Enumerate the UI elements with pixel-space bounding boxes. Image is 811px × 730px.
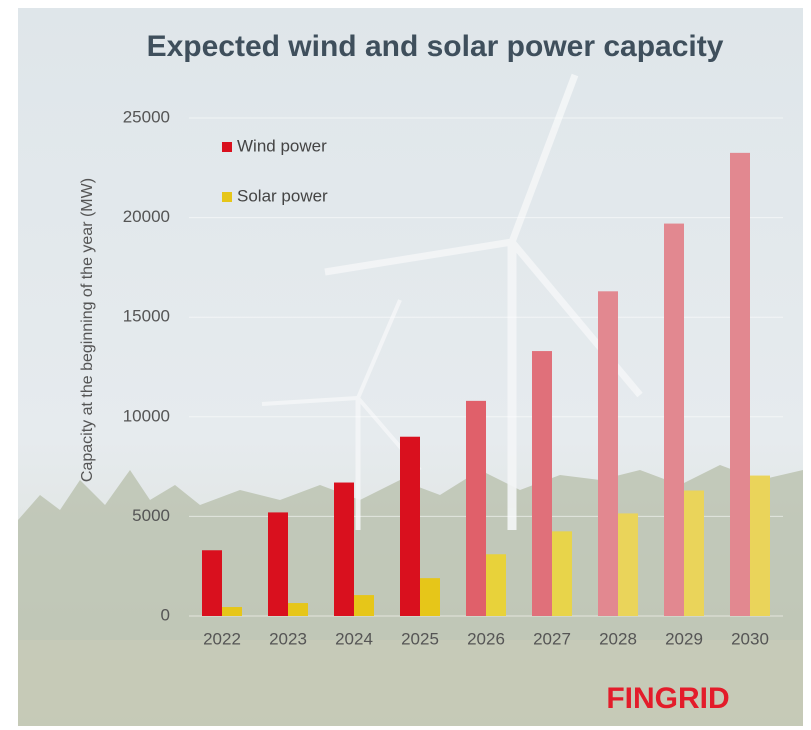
x-tick-label: 2027 [533, 629, 571, 648]
y-tick-label: 5000 [132, 506, 170, 525]
y-axis-title: Capacity at the beginning of the year (M… [79, 178, 96, 482]
bar [618, 513, 638, 616]
x-tick-label: 2024 [335, 629, 373, 648]
x-tick-label: 2023 [269, 629, 307, 648]
bar [354, 595, 374, 616]
bar [420, 578, 440, 616]
x-tick-label: 2022 [203, 629, 241, 648]
brand-logo: FINGRID [606, 682, 729, 715]
legend-label: Wind power [237, 136, 327, 155]
legend-label: Solar power [237, 186, 328, 205]
bar [532, 351, 552, 616]
bar [750, 475, 770, 616]
x-tick-label: 2030 [731, 629, 769, 648]
y-tick-label: 10000 [123, 406, 170, 425]
bar [202, 550, 222, 616]
bar [664, 223, 684, 617]
x-tick-label: 2029 [665, 629, 703, 648]
bar [222, 607, 242, 616]
y-tick-label: 25000 [123, 107, 170, 126]
chart-title: Expected wind and solar power capacity [147, 30, 724, 63]
x-tick-label: 2028 [599, 629, 637, 648]
legend-swatch [222, 142, 232, 152]
x-tick-label: 2025 [401, 629, 439, 648]
bar [466, 400, 486, 616]
bar [730, 152, 750, 617]
bar [552, 531, 572, 616]
bar [268, 512, 288, 616]
y-tick-label: 15000 [123, 307, 170, 326]
x-tick-label: 2026 [467, 629, 505, 648]
bar [598, 291, 618, 616]
bar [486, 554, 506, 616]
y-tick-label: 20000 [123, 207, 170, 226]
y-tick-label: 0 [161, 605, 170, 624]
bar [400, 436, 420, 616]
legend-swatch [222, 192, 232, 202]
bar [288, 603, 308, 616]
bar [684, 490, 704, 616]
bar [334, 482, 354, 616]
